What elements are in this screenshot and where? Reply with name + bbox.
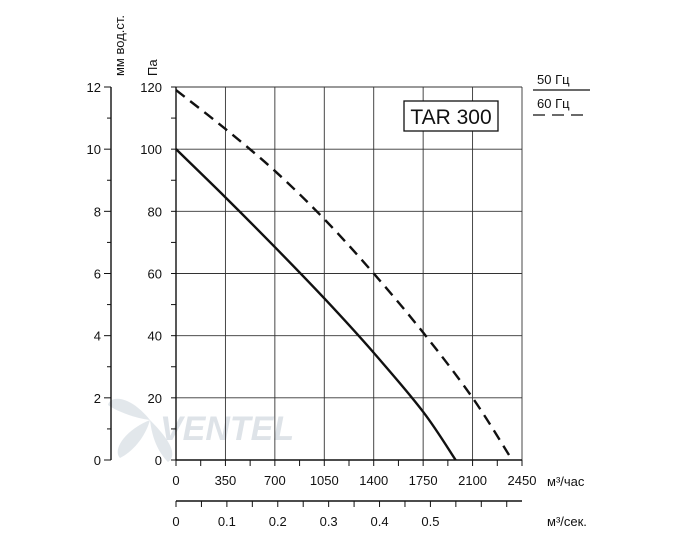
x-secondary-tick-label: 0.2 bbox=[269, 514, 287, 529]
x-secondary-tick-label: 0 bbox=[172, 514, 179, 529]
series-line-60hz bbox=[175, 89, 514, 461]
axes bbox=[104, 86, 523, 507]
x-primary-tick-label: 350 bbox=[215, 473, 237, 488]
legend: 50 Гц 60 Гц bbox=[533, 72, 590, 116]
y-primary-tick-label: 100 bbox=[140, 142, 162, 157]
y-primary-tick-label: 0 bbox=[155, 453, 162, 468]
x-secondary-unit-label: м³/сек. bbox=[547, 514, 587, 529]
y-secondary-tick-label: 4 bbox=[94, 329, 101, 344]
fan-logo-icon bbox=[108, 398, 173, 462]
y-secondary-unit-label: мм вод.ст. bbox=[112, 15, 127, 76]
grid bbox=[175, 86, 523, 461]
x-primary-unit-label: м³/час bbox=[547, 474, 585, 489]
series-line-50hz bbox=[175, 148, 457, 461]
x-primary-tick-label: 2450 bbox=[508, 473, 537, 488]
x-primary-tick-label: 0 bbox=[172, 473, 179, 488]
legend-entry-50hz: 50 Гц bbox=[537, 72, 570, 87]
y-primary-tick-label: 120 bbox=[140, 80, 162, 95]
y-secondary-tick-label: 6 bbox=[94, 267, 101, 282]
x-secondary-tick-label: 0.5 bbox=[421, 514, 439, 529]
series-lines bbox=[175, 89, 514, 461]
x-secondary-tick-label: 0.3 bbox=[320, 514, 338, 529]
y-primary-tick-label: 40 bbox=[148, 329, 162, 344]
x-primary-tick-label: 1400 bbox=[359, 473, 388, 488]
x-secondary-tick-label: 0.1 bbox=[218, 514, 236, 529]
y-primary-tick-label: 80 bbox=[148, 204, 162, 219]
watermark-text: VENTEL bbox=[160, 410, 294, 448]
y-secondary-tick-label: 8 bbox=[94, 204, 101, 219]
y-primary-tick-label: 20 bbox=[148, 391, 162, 406]
tick-labels: 0 350 700 1050 1400 1750 2100 24500204060801001… bbox=[87, 80, 537, 529]
legend-entry-60hz: 60 Гц bbox=[537, 96, 570, 111]
y-secondary-tick-label: 0 bbox=[94, 453, 101, 468]
x-primary-tick-label: 1750 bbox=[409, 473, 438, 488]
x-primary-tick-label: 1050 bbox=[310, 473, 339, 488]
model-label: TAR 300 bbox=[410, 106, 491, 129]
y-secondary-tick-label: 10 bbox=[87, 142, 101, 157]
x-secondary-tick-label: 0.4 bbox=[370, 514, 388, 529]
x-primary-tick-label: 700 bbox=[264, 473, 286, 488]
ventel-watermark: VENTEL bbox=[108, 398, 294, 462]
y-primary-tick-label: 60 bbox=[148, 267, 162, 282]
y-primary-unit-label: Па bbox=[145, 59, 160, 76]
y-secondary-tick-label: 12 bbox=[87, 80, 101, 95]
x-primary-tick-label: 2100 bbox=[458, 473, 487, 488]
y-secondary-tick-label: 2 bbox=[94, 391, 101, 406]
model-label-box: TAR 300 bbox=[403, 100, 499, 132]
